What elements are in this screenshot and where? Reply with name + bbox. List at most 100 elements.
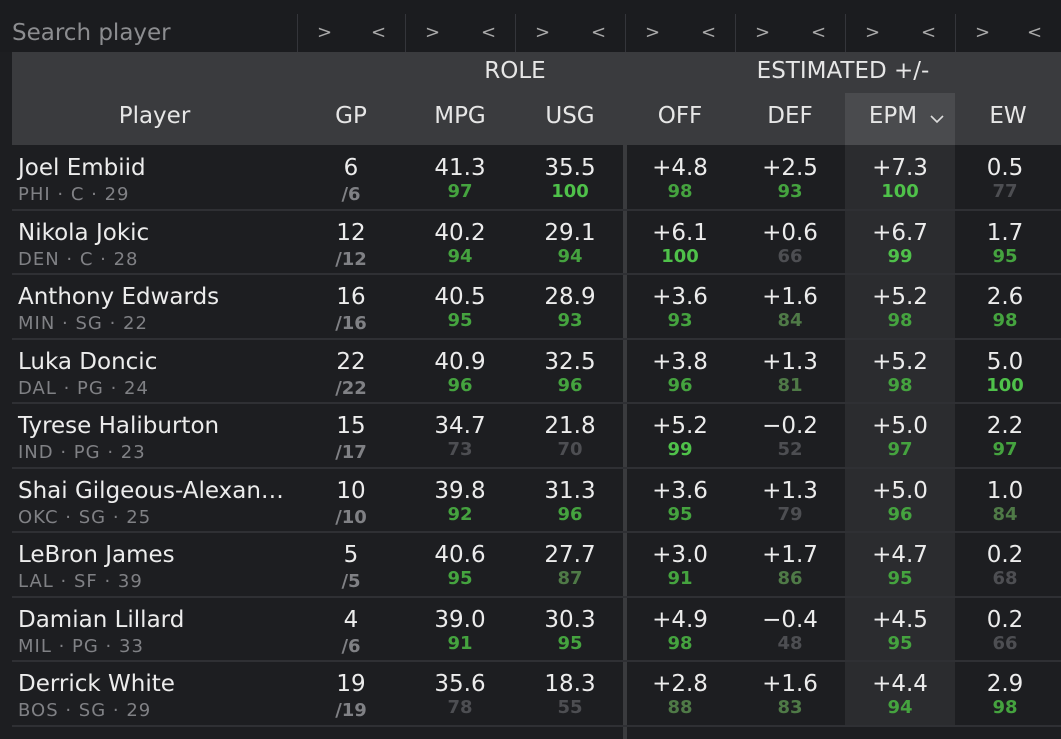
scroll-left-button[interactable]: < bbox=[591, 22, 607, 43]
player-info: OKC · SG · 25 bbox=[18, 506, 152, 528]
player-name[interactable]: Derrick White bbox=[18, 671, 175, 697]
search-input[interactable]: Search player bbox=[12, 20, 171, 46]
games-total: /5 bbox=[341, 571, 361, 592]
stat-value: −0.4 bbox=[762, 606, 818, 633]
row-separator bbox=[12, 660, 1061, 662]
games-total: /22 bbox=[335, 377, 367, 399]
column-header[interactable]: MPG bbox=[434, 103, 486, 129]
player-name[interactable]: Damian Lillard bbox=[18, 606, 185, 633]
column-header[interactable]: EPM bbox=[868, 103, 918, 129]
games-total: /10 bbox=[335, 506, 367, 528]
stat-value: 39.8 bbox=[434, 477, 486, 504]
player-name[interactable]: Luka Doncic bbox=[18, 348, 158, 375]
column-header[interactable]: DEF bbox=[767, 103, 813, 129]
stat-value: +2.5 bbox=[762, 155, 818, 181]
stat-percentile: 98 bbox=[992, 310, 1018, 331]
column-header[interactable]: USG bbox=[545, 103, 595, 129]
stat-percentile: 66 bbox=[992, 632, 1018, 654]
row-separator bbox=[12, 466, 1061, 469]
scroll-right-button[interactable]: > bbox=[425, 22, 441, 43]
column-header[interactable]: OFF bbox=[657, 103, 703, 129]
stat-percentile: 73 bbox=[447, 439, 473, 460]
stat-percentile: 99 bbox=[887, 245, 913, 267]
stat-percentile: 87 bbox=[557, 568, 583, 589]
player-info: BOS · SG · 29 bbox=[18, 700, 152, 721]
stat-percentile: 96 bbox=[557, 503, 583, 525]
stat-percentile: 96 bbox=[667, 374, 693, 396]
stat-value: 35.6 bbox=[434, 671, 486, 697]
stat-percentile: 100 bbox=[986, 374, 1024, 396]
stat-value: +1.6 bbox=[762, 284, 818, 310]
sort-chevron[interactable] bbox=[929, 113, 945, 125]
scroll-right-button[interactable]: > bbox=[755, 22, 771, 43]
stat-value: 31.3 bbox=[544, 477, 596, 504]
stat-value: +7.3 bbox=[872, 155, 928, 181]
stat-percentile: 93 bbox=[557, 310, 583, 331]
games-played: 12 bbox=[336, 219, 366, 246]
stat-percentile: 83 bbox=[777, 697, 803, 718]
player-name[interactable]: Tyrese Haliburton bbox=[18, 413, 220, 439]
scroll-left-button[interactable]: < bbox=[921, 22, 937, 43]
stat-percentile: 95 bbox=[887, 632, 913, 654]
stat-value: 0.2 bbox=[986, 542, 1024, 568]
stat-percentile: 94 bbox=[557, 245, 583, 267]
stat-value: 29.1 bbox=[544, 219, 596, 246]
stat-percentile: 91 bbox=[667, 568, 693, 589]
stat-percentile: 99 bbox=[667, 439, 693, 460]
scroll-right-button[interactable]: > bbox=[975, 22, 991, 43]
stat-percentile: 98 bbox=[667, 181, 693, 202]
row-separator bbox=[12, 724, 1061, 727]
stat-value: +1.3 bbox=[762, 477, 818, 504]
scroll-right-button[interactable]: > bbox=[865, 22, 881, 43]
stat-value: 35.5 bbox=[544, 155, 596, 181]
player-name[interactable]: Nikola Jokic bbox=[18, 219, 150, 246]
stat-value: +5.0 bbox=[872, 477, 928, 504]
stat-value: +1.6 bbox=[762, 671, 818, 697]
stat-percentile: 79 bbox=[777, 503, 803, 525]
stat-percentile: 94 bbox=[447, 245, 473, 267]
column-header[interactable]: EW bbox=[989, 103, 1027, 129]
stat-value: +3.6 bbox=[652, 477, 708, 504]
stat-value: −0.2 bbox=[762, 413, 818, 439]
scroll-right-button[interactable]: > bbox=[535, 22, 551, 43]
column-header[interactable]: Player bbox=[118, 103, 191, 129]
games-played: 15 bbox=[336, 413, 366, 439]
scroll-left-button[interactable]: < bbox=[481, 22, 497, 43]
games-played: 4 bbox=[343, 606, 359, 633]
stat-value: +5.0 bbox=[872, 413, 928, 439]
scroll-left-button[interactable]: < bbox=[1027, 22, 1043, 43]
player-name[interactable]: Shai Gilgeous-Alexan… bbox=[18, 477, 284, 504]
stat-percentile: 68 bbox=[992, 568, 1018, 589]
stat-percentile: 78 bbox=[447, 697, 473, 718]
column-divider bbox=[623, 145, 627, 739]
games-played: 10 bbox=[336, 477, 366, 504]
stat-percentile: 84 bbox=[992, 503, 1018, 525]
scroll-right-button[interactable]: > bbox=[317, 22, 333, 43]
search-divider bbox=[845, 14, 846, 52]
stat-value: 0.5 bbox=[986, 155, 1024, 181]
stat-percentile: 95 bbox=[447, 310, 473, 331]
scroll-left-button[interactable]: < bbox=[701, 22, 717, 43]
stat-value: 18.3 bbox=[544, 671, 596, 697]
scroll-right-button[interactable]: > bbox=[645, 22, 661, 43]
games-total: /6 bbox=[341, 635, 361, 657]
stat-percentile: 92 bbox=[447, 503, 473, 525]
stat-percentile: 95 bbox=[992, 245, 1018, 267]
column-header[interactable]: GP bbox=[335, 103, 367, 129]
player-name[interactable]: LeBron James bbox=[18, 542, 175, 568]
stat-value: +5.2 bbox=[872, 348, 928, 375]
scroll-left-button[interactable]: < bbox=[371, 22, 387, 43]
stat-percentile: 96 bbox=[447, 374, 473, 396]
stat-value: 27.7 bbox=[544, 542, 596, 568]
player-name[interactable]: Anthony Edwards bbox=[18, 284, 220, 310]
scroll-left-button[interactable]: < bbox=[811, 22, 827, 43]
stat-percentile: 95 bbox=[447, 568, 473, 589]
stat-value: +1.3 bbox=[762, 348, 818, 375]
games-total: /16 bbox=[335, 313, 367, 334]
player-name[interactable]: Joel Embiid bbox=[18, 155, 146, 181]
group-header: ESTIMATED +/- bbox=[756, 58, 930, 84]
games-played: 5 bbox=[343, 542, 359, 568]
row-separator bbox=[12, 337, 1061, 340]
player-info: MIN · SG · 22 bbox=[18, 313, 148, 334]
stat-percentile: 95 bbox=[667, 503, 693, 525]
